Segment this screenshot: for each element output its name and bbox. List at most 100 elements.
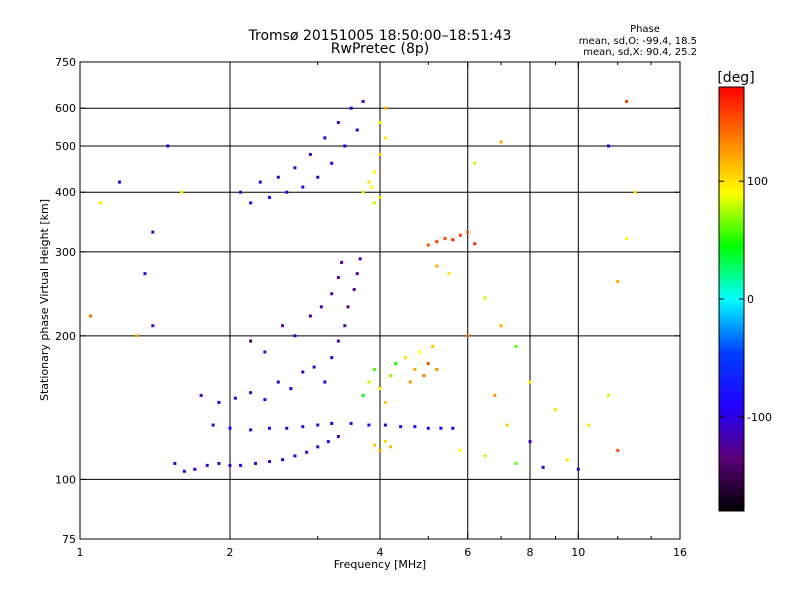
data-point bbox=[413, 425, 417, 429]
data-point bbox=[499, 324, 503, 328]
data-point bbox=[625, 99, 629, 103]
data-point bbox=[367, 380, 371, 384]
data-point bbox=[378, 387, 382, 391]
data-point bbox=[323, 380, 327, 384]
data-point bbox=[267, 426, 271, 430]
y-tick-label: 75 bbox=[62, 533, 76, 546]
stats-line-x: mean, sd,X: 90.4, 25.2 bbox=[583, 47, 697, 58]
data-point bbox=[151, 324, 155, 328]
data-point bbox=[143, 272, 147, 276]
data-point bbox=[343, 324, 347, 328]
data-point bbox=[458, 448, 462, 452]
data-point bbox=[249, 428, 253, 432]
data-point bbox=[199, 393, 203, 397]
data-point bbox=[233, 396, 237, 400]
data-point bbox=[625, 236, 629, 240]
data-point bbox=[239, 190, 243, 194]
data-point bbox=[193, 467, 197, 471]
data-point bbox=[607, 393, 611, 397]
data-point bbox=[326, 440, 330, 444]
data-point bbox=[435, 264, 439, 268]
data-point bbox=[616, 279, 620, 283]
data-point bbox=[426, 426, 430, 430]
data-point bbox=[373, 201, 377, 205]
y-tick-label: 400 bbox=[55, 186, 76, 199]
data-point bbox=[180, 190, 184, 194]
x-tick-label: 4 bbox=[377, 546, 384, 559]
data-point bbox=[370, 185, 374, 189]
data-point bbox=[217, 400, 221, 404]
stats-title: Phase bbox=[630, 24, 660, 35]
data-point bbox=[607, 144, 611, 148]
data-point bbox=[166, 144, 170, 148]
data-point bbox=[349, 106, 353, 110]
data-point bbox=[330, 161, 334, 165]
data-point bbox=[383, 106, 387, 110]
data-point bbox=[616, 448, 620, 452]
data-point bbox=[451, 426, 455, 430]
colorbar-label: [deg] bbox=[717, 70, 754, 86]
data-point bbox=[89, 314, 93, 318]
data-point bbox=[403, 356, 407, 360]
data-point bbox=[343, 144, 347, 148]
data-point bbox=[426, 361, 430, 365]
chart-title: Tromsø 20151005 18:50:00–18:51:43 bbox=[248, 28, 512, 44]
x-tick-label: 6 bbox=[464, 546, 471, 559]
data-point bbox=[99, 201, 103, 205]
data-point bbox=[378, 195, 382, 199]
data-point bbox=[451, 238, 455, 242]
data-point bbox=[173, 461, 177, 465]
data-point bbox=[394, 361, 398, 365]
data-point bbox=[249, 201, 253, 205]
data-point bbox=[389, 374, 393, 378]
data-point bbox=[373, 170, 377, 174]
data-point bbox=[323, 136, 327, 140]
data-point bbox=[399, 425, 403, 429]
data-point bbox=[505, 423, 509, 427]
data-point bbox=[228, 426, 232, 430]
y-tick-label: 300 bbox=[55, 246, 76, 259]
data-point bbox=[330, 356, 334, 360]
colorbar-tick-label: -100 bbox=[747, 411, 772, 424]
data-point bbox=[289, 387, 293, 391]
data-point bbox=[361, 393, 365, 397]
data-point bbox=[217, 461, 221, 465]
data-point bbox=[336, 435, 340, 439]
data-point bbox=[383, 136, 387, 140]
data-point bbox=[281, 458, 285, 462]
data-point bbox=[349, 421, 353, 425]
data-point bbox=[182, 469, 186, 473]
data-point bbox=[587, 423, 591, 427]
data-point bbox=[305, 450, 309, 454]
data-point bbox=[267, 460, 271, 464]
data-point bbox=[447, 272, 451, 276]
data-point bbox=[336, 276, 340, 280]
data-point bbox=[443, 236, 447, 240]
data-point bbox=[205, 463, 209, 467]
data-point bbox=[413, 367, 417, 371]
data-point bbox=[301, 185, 305, 189]
x-tick-label: 8 bbox=[527, 546, 534, 559]
data-point bbox=[285, 190, 289, 194]
data-point bbox=[373, 367, 377, 371]
data-point bbox=[117, 180, 121, 184]
data-point bbox=[493, 393, 497, 397]
data-point bbox=[435, 240, 439, 244]
colorbar-tick-label: 0 bbox=[747, 293, 754, 306]
data-point bbox=[249, 391, 253, 395]
data-point bbox=[553, 408, 557, 412]
data-point bbox=[426, 243, 430, 247]
data-point bbox=[316, 445, 320, 449]
data-point bbox=[483, 296, 487, 300]
x-tick-label: 2 bbox=[227, 546, 234, 559]
data-point bbox=[361, 99, 365, 103]
data-point bbox=[383, 400, 387, 404]
plot-points bbox=[89, 99, 637, 473]
data-point bbox=[135, 334, 139, 338]
data-point bbox=[473, 242, 477, 246]
data-point bbox=[528, 380, 532, 384]
data-point bbox=[301, 370, 305, 374]
data-point bbox=[383, 423, 387, 427]
data-point bbox=[528, 440, 532, 444]
